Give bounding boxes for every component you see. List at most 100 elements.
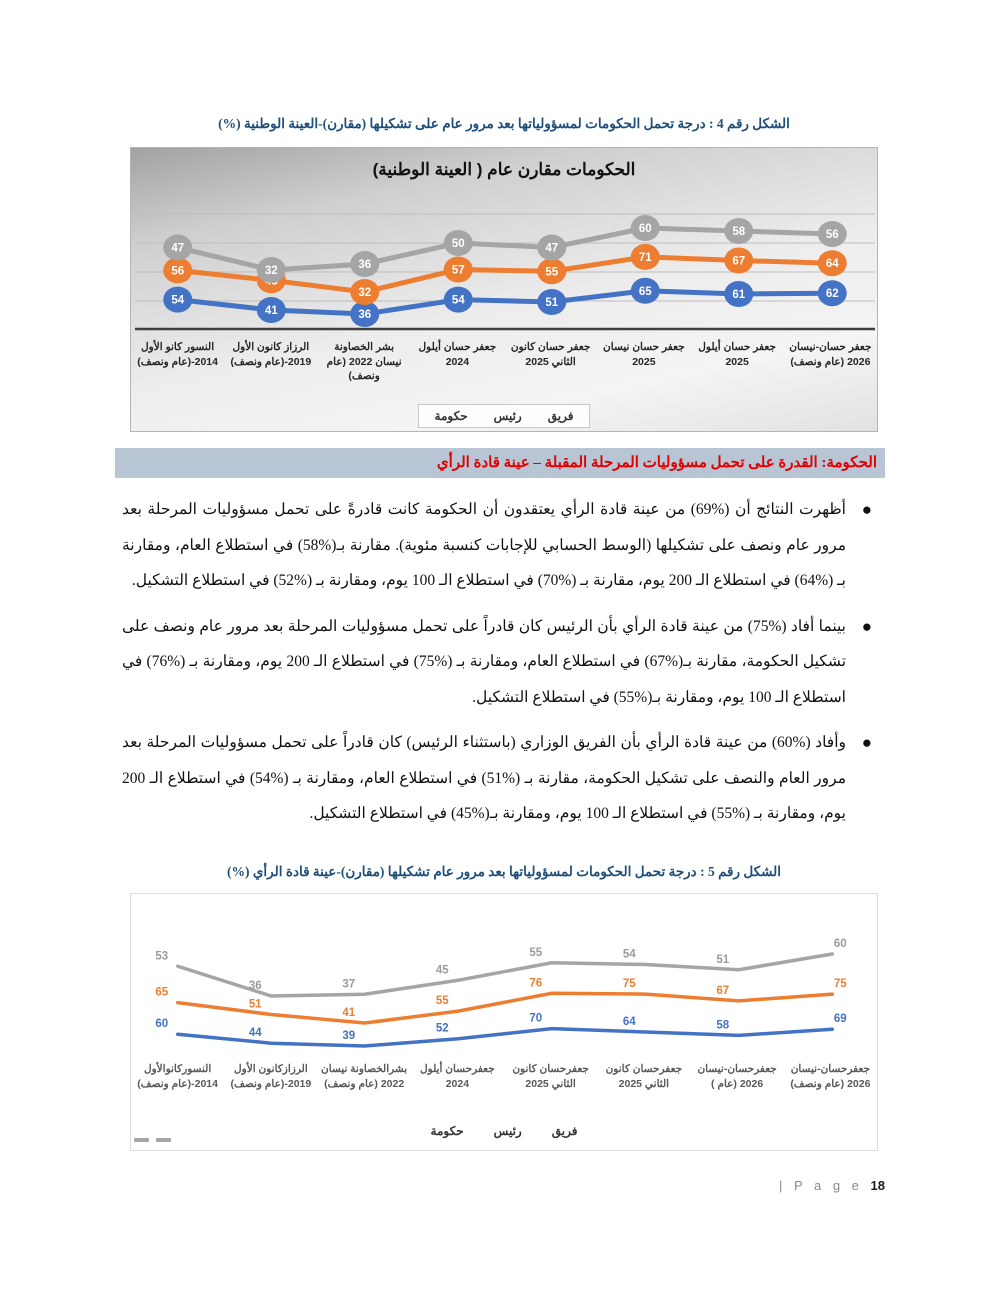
bullet-text: أظهرت النتائج أن (%69) من عينة قادة الرأ… (122, 501, 846, 589)
page-footer: | P a g e 18 (779, 1178, 885, 1193)
series-line-government (176, 1026, 834, 1048)
data-label: 69 (834, 1013, 847, 1025)
x-label: جعفرحسان-نيسان 2026 (عام ) (697, 1063, 777, 1091)
legend-entry-government: حكومة (134, 1124, 464, 1142)
bullet-item: ● أظهرت النتائج أن (%69) من عينة قادة الر… (118, 492, 882, 599)
series-line-team (176, 952, 834, 998)
data-point-government (443, 286, 473, 313)
bullet-marker: ● (861, 616, 872, 636)
footer-page-number: 18 (870, 1178, 885, 1193)
data-point-government (817, 280, 847, 307)
x-label: جعفر حسان كانون الثاني 2025 (510, 341, 591, 368)
figure4-chart: الحكومات مقارن عام ( العينة الوطنية) 54 4… (130, 147, 878, 462)
legend-label: حكومة (430, 1124, 464, 1138)
x-label: النسور كانو الأول 2014-(عام ونصف) (137, 341, 218, 368)
x-label: جعفرحسان أيلول 2024 (420, 1063, 495, 1091)
data-label: 41 (265, 305, 278, 317)
figure5-chart: 60 44 39 52 70 64 58 69 65 51 41 55 76 75 67 75 53 36 37 45… (130, 893, 878, 1151)
data-label: 47 (545, 243, 558, 255)
data-label: 64 (623, 1016, 636, 1028)
data-label: 65 (155, 987, 168, 999)
data-label: 60 (834, 938, 847, 950)
bullet-item: ● وأفاد (%60) من عينة قادة الرأي بأن الفر… (118, 725, 882, 832)
bullet-text: بينما أفاد (%75) من عينة قادة الرأي بأن … (122, 617, 847, 706)
data-point-team (537, 234, 567, 261)
x-label: جعفرحسان كانون الثاني 2025 (605, 1063, 683, 1091)
data-label: 67 (716, 985, 729, 997)
data-label: 67 (732, 256, 745, 268)
data-label: 53 (155, 950, 168, 962)
chart4-legend: حكومة رئيس فريق (133, 404, 591, 462)
data-label: 32 (358, 287, 371, 299)
data-point-government (256, 297, 286, 323)
data-label: 52 (436, 1023, 449, 1035)
data-label: 57 (452, 265, 465, 277)
data-label: 36 (249, 980, 262, 992)
data-point-president (443, 256, 473, 283)
data-point-president (724, 247, 754, 274)
x-label: الرزازكانون الأول 2019-(عام ونصف) (230, 1063, 312, 1091)
data-label: 55 (545, 266, 558, 278)
series-line-government (175, 288, 835, 317)
data-label: 54 (452, 295, 465, 307)
legend-entry-president: رئيس (133, 409, 522, 462)
x-label: جعفر حسان أيلول 2024 (418, 341, 497, 368)
data-point-team (817, 221, 847, 247)
data-label: 56 (171, 265, 184, 277)
bullet-marker: ● (861, 733, 872, 752)
data-label: 60 (639, 223, 652, 235)
x-label: الرزاز كانون الأول 2019-(عام ونصف) (230, 341, 312, 368)
x-label: جعفر حسان نيسان 2025 (603, 341, 685, 368)
legend-entry-team: فريق (133, 409, 573, 462)
x-label: بشر الخصاونة نيسان 2022 (عام ونصف) (326, 341, 402, 383)
data-point-team (256, 257, 286, 283)
series-line-team (175, 225, 835, 273)
data-label: 71 (639, 252, 652, 264)
legend-entry-government: حكومة (133, 409, 468, 462)
legend-label: رئيس (493, 409, 522, 423)
data-point-government (537, 289, 567, 315)
data-label: 62 (826, 288, 839, 300)
data-label: 76 (529, 977, 542, 989)
data-label: 55 (529, 947, 542, 959)
data-label: 45 (436, 964, 449, 976)
data-label: 75 (834, 978, 847, 990)
data-label: 50 (452, 238, 465, 250)
chart4-x-axis-labels: النسور كانو الأول 2014-(عام ونصف) الرزاز … (131, 340, 877, 384)
data-label: 32 (265, 265, 278, 277)
data-point-team (724, 218, 754, 244)
data-label: 75 (623, 978, 636, 990)
data-label: 41 (342, 1007, 355, 1019)
data-label: 47 (171, 243, 184, 255)
data-label: 44 (249, 1027, 262, 1039)
section-header: الحكومة: القدرة على تحمل مسؤوليات المرحل… (115, 448, 885, 478)
figure4-caption: الشكل رقم 4 : درجة تحمل الحكومات لمسؤولي… (218, 116, 790, 131)
data-label: 54 (623, 949, 636, 961)
x-label: جعفر حسان أيلول 2025 (698, 341, 776, 368)
data-label: 58 (732, 226, 745, 238)
bullet-text: وأفاد (%60) من عينة قادة الرأي بأن الفري… (122, 734, 846, 822)
data-label: 36 (358, 259, 371, 271)
chart5-legend: حكومة رئيس فريق (134, 1124, 577, 1142)
data-point-president (537, 258, 567, 285)
legend-label: حكومة (434, 409, 468, 423)
data-point-government (630, 277, 660, 304)
series-line-president (175, 254, 835, 295)
data-label: 56 (826, 229, 839, 241)
data-point-president (817, 250, 847, 277)
data-label: 37 (342, 978, 355, 990)
data-label: 51 (545, 297, 558, 309)
chart5-x-axis-labels: النسوركانوالأول 2014-(عام ونصف) الرزازكان… (131, 1062, 877, 1092)
data-point-government (724, 281, 754, 307)
data-point-government (163, 286, 193, 313)
data-label: 36 (358, 309, 371, 321)
x-label: النسوركانوالأول 2014-(عام ونصف) (137, 1063, 218, 1091)
data-point-team (350, 251, 380, 277)
legend-marker-team (134, 1138, 171, 1142)
data-label: 60 (155, 1018, 168, 1030)
chart4-legend-bar: حكومة رئيس فريق (131, 404, 877, 462)
data-point-team (163, 234, 193, 261)
series-line-president (176, 991, 834, 1025)
legend-label: رئيس (493, 1124, 522, 1138)
